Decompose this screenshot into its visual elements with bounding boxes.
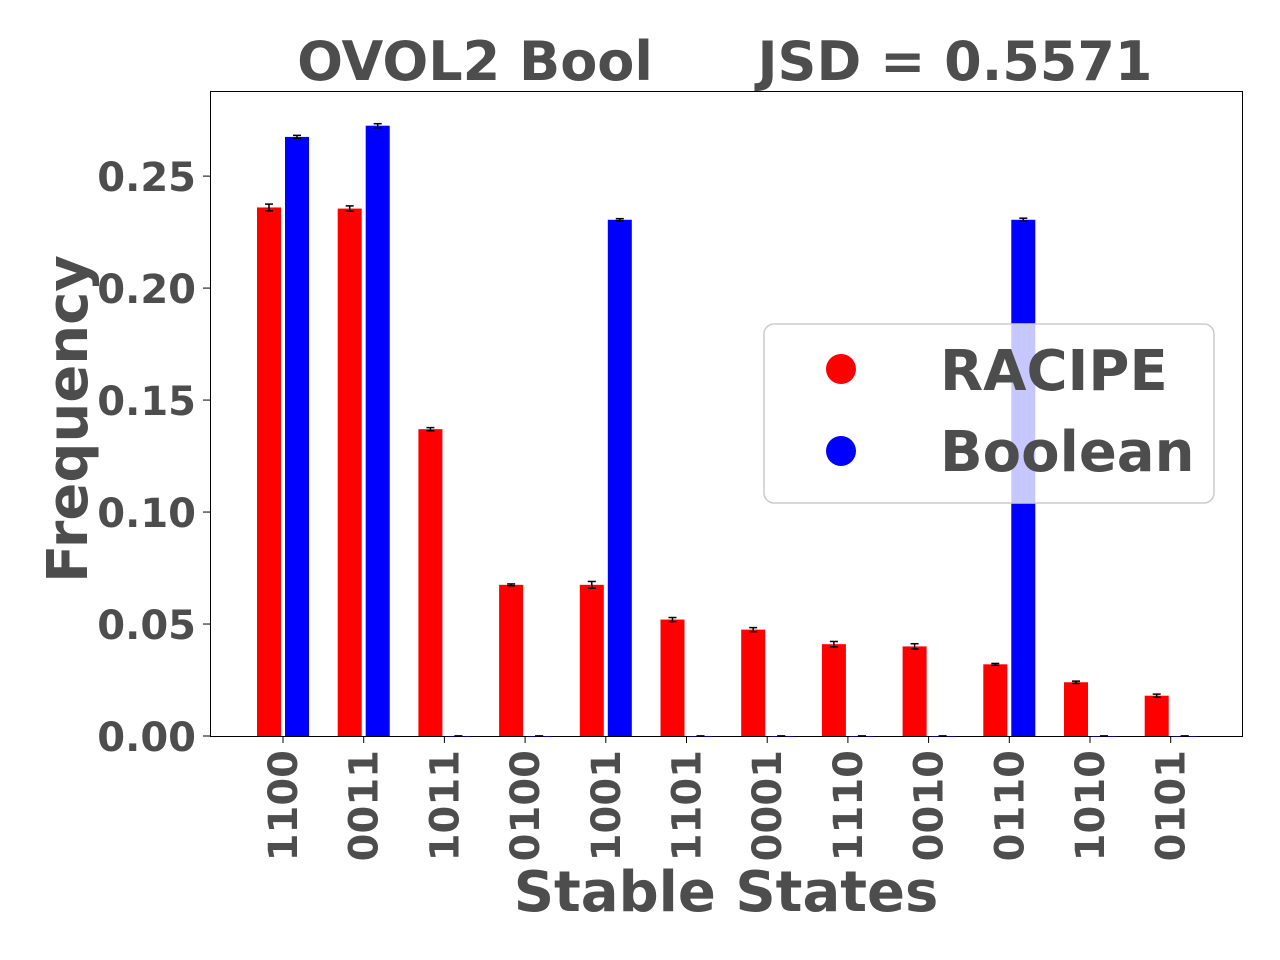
bar-racipe-0110 [983,664,1008,736]
chart-subtitle: JSD = 0.5571 [753,30,1152,93]
bar-racipe-0100 [499,584,524,736]
legend-label-boolean: Boolean [940,420,1194,485]
chart-title: OVOL2 Bool [297,30,653,93]
bar-racipe-1010 [1064,682,1088,736]
x-tick-label: 1101 [665,750,711,861]
y-tick-label: 0.15 [97,379,196,425]
x-tick-label: 0110 [987,750,1033,861]
legend-label-racipe: RACIPE [940,339,1168,404]
bar-racipe-0101 [1144,695,1169,736]
bar-racipe-1100 [257,207,281,737]
legend-box [763,323,1215,504]
bar-racipe-0010 [902,646,927,736]
y-tick-label: 0.10 [97,491,196,537]
x-tick-label: 1100 [261,750,307,861]
x-tick-label: 1011 [422,750,468,861]
y-tick-label: 0.05 [97,603,196,649]
bar-boolean-1100 [285,136,309,737]
x-tick-label: 0100 [503,750,549,861]
x-tick-label: 1110 [826,750,872,861]
x-axis-ticks: 1100 0011 1011 0100 1001 1101 0001 1110 0010 0110… [261,736,1195,861]
bar-racipe-1101 [660,619,685,736]
x-axis-label: Stable States [514,860,939,925]
x-tick-label: 0001 [745,750,791,861]
bar-boolean-0011 [365,125,390,736]
x-tick-label: 0010 [907,750,953,861]
legend-marker-boolean [826,436,856,466]
bar-racipe-1011 [418,429,443,736]
x-tick-label: 1010 [1068,750,1114,861]
plot-frame [210,91,1243,737]
bar-racipe-0011 [337,208,362,736]
legend-marker-racipe [826,354,856,384]
legend: RACIPE Boolean [763,323,1215,504]
y-axis-label: Frequency [36,255,101,583]
y-tick-label: 0.00 [97,715,196,761]
y-tick-label: 0.20 [97,267,196,313]
bar-racipe-0001 [741,629,766,736]
x-tick-label: 0011 [342,750,388,861]
bar-boolean-1001 [607,219,632,736]
bar-racipe-1001 [579,584,604,736]
y-tick-label: 0.25 [97,155,196,201]
bar-racipe-1110 [821,644,846,736]
x-tick-label: 0101 [1149,750,1195,861]
x-tick-label: 1001 [584,750,630,861]
y-axis-ticks: 0.00 0.05 0.10 0.15 0.20 0.25 [97,155,210,761]
